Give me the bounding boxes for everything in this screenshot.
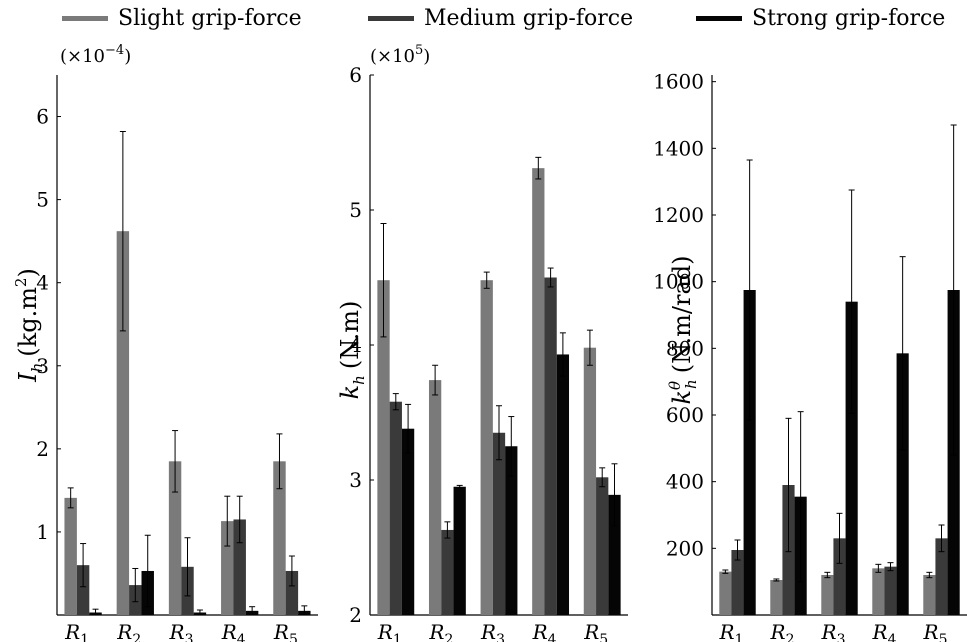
bar xyxy=(168,461,182,615)
x-tick-label: R3 xyxy=(480,620,505,642)
y-tick-label: 800 xyxy=(666,336,704,360)
y-axis-label: kh(N.m) xyxy=(336,301,368,400)
bar xyxy=(273,461,286,615)
legend-swatch-strong xyxy=(696,16,742,21)
bar xyxy=(532,168,545,615)
y-tick-label: 1000 xyxy=(653,270,704,294)
y-tick-label: 1 xyxy=(36,520,49,544)
y-tick-label: 6 xyxy=(36,105,49,129)
bar xyxy=(596,477,609,615)
legend-swatch-medium xyxy=(368,16,414,21)
bar xyxy=(544,277,557,615)
x-tick-label: R1 xyxy=(64,620,89,642)
bar xyxy=(221,521,234,615)
bar xyxy=(821,575,834,615)
x-tick-label: R2 xyxy=(116,620,141,642)
bar xyxy=(453,486,466,615)
bar xyxy=(64,497,77,615)
bar xyxy=(428,380,442,615)
bar xyxy=(492,432,506,615)
legend-item-medium: Medium grip-force xyxy=(368,6,633,31)
bar xyxy=(76,565,90,615)
y-tick-label: 5 xyxy=(36,188,49,212)
axis-multiplier: (×105) xyxy=(370,43,430,67)
y-tick-label: 1400 xyxy=(653,136,704,160)
chart-panel-3: 200 400 600 800 1000 1200 1400 1600 R1 R2 R3 R4 R5 kθ… xyxy=(653,70,967,642)
x-tick-label: R4 xyxy=(872,620,897,642)
y-tick-label: 1600 xyxy=(653,70,704,94)
bar xyxy=(743,290,756,615)
y-tick-label: 200 xyxy=(666,536,704,560)
x-tick-label: R3 xyxy=(821,620,846,642)
y-tick-label: 3 xyxy=(349,468,362,492)
bar xyxy=(377,280,390,615)
x-tick-label: R1 xyxy=(377,620,402,642)
x-tick-label: R5 xyxy=(583,620,608,642)
legend-item-slight: Slight grip-force xyxy=(62,6,302,31)
bar xyxy=(731,550,744,615)
y-tick-label: 1200 xyxy=(653,203,704,227)
bar xyxy=(884,566,897,615)
chart-panel-2: 2 3 4 5 6 R1 R2 R3 R4 R5 (×105) kh(N.m) xyxy=(336,43,628,642)
bar xyxy=(505,446,518,615)
bar xyxy=(233,519,246,615)
legend-swatch-slight xyxy=(62,16,108,21)
bar xyxy=(719,571,732,615)
y-tick-label: 4 xyxy=(349,333,362,357)
legend-label-medium: Medium grip-force xyxy=(424,6,634,31)
bar xyxy=(441,529,454,615)
y-tick-label: 400 xyxy=(666,470,704,494)
y-tick-label: 600 xyxy=(666,403,704,427)
legend-item-strong: Strong grip-force xyxy=(696,6,945,31)
bar xyxy=(401,428,415,615)
y-tick-label: 6 xyxy=(349,63,362,87)
bar xyxy=(480,280,493,615)
bar xyxy=(285,570,299,615)
x-tick-label: R5 xyxy=(273,620,298,642)
y-tick-label: 4 xyxy=(36,271,49,295)
bar xyxy=(556,354,570,615)
x-tick-label: R4 xyxy=(221,620,246,642)
x-tick-label: R3 xyxy=(169,620,194,642)
bar xyxy=(833,538,846,615)
axis-multiplier: (×10−4) xyxy=(60,43,131,67)
bar xyxy=(872,568,885,615)
x-tick-label: R5 xyxy=(923,620,948,642)
bar xyxy=(116,231,130,615)
y-tick-label: 3 xyxy=(36,354,49,378)
legend: Slight grip-force Medium grip-force Stro… xyxy=(0,0,967,40)
y-tick-label: 2 xyxy=(36,437,49,461)
bar xyxy=(935,538,948,615)
bar xyxy=(896,353,909,615)
legend-label-slight: Slight grip-force xyxy=(118,6,302,31)
x-tick-label: R2 xyxy=(428,620,453,642)
bar xyxy=(583,347,597,615)
bar xyxy=(845,301,858,615)
chart-panel-1: 1 2 3 4 5 6 R1 R2 R3 R4 R5 (×10−4) Ih(kg.m2) xyxy=(12,43,318,642)
bar xyxy=(389,401,402,615)
x-tick-label: R4 xyxy=(532,620,557,642)
legend-label-strong: Strong grip-force xyxy=(752,6,946,31)
y-tick-label: 5 xyxy=(349,198,362,222)
bar xyxy=(923,575,936,615)
x-tick-label: R2 xyxy=(770,620,795,642)
y-axis-label: Ih(kg.m2) xyxy=(12,268,46,383)
bar xyxy=(770,580,783,615)
bar xyxy=(608,494,621,615)
y-tick-label: 2 xyxy=(349,603,362,627)
x-tick-label: R1 xyxy=(719,620,744,642)
y-axis-label: kθh(N.m/rad) xyxy=(666,255,700,404)
